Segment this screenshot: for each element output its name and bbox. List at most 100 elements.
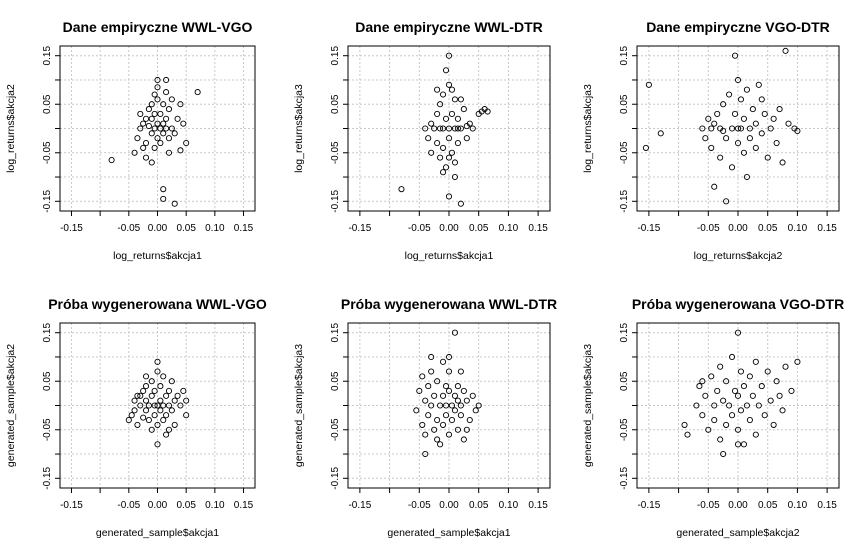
scatter-point	[457, 412, 464, 419]
scatter-point	[705, 426, 712, 433]
scatter-point	[142, 154, 150, 161]
scatter-point	[720, 101, 727, 108]
scatter-point	[165, 149, 173, 156]
scatter-point	[140, 144, 147, 151]
scatter-point	[743, 402, 750, 409]
scatter-point	[749, 392, 756, 399]
scatter-point	[758, 383, 765, 390]
scatter-point	[720, 127, 727, 134]
x-tick-label: 0.15	[528, 223, 548, 234]
scatter-point	[148, 115, 155, 122]
scatter-point	[148, 426, 155, 433]
y-tick-label: 0.15	[42, 46, 53, 66]
scatter-point	[165, 135, 173, 142]
scatter-point	[174, 115, 181, 122]
scatter-point	[451, 173, 458, 181]
x-tick-label: 0.10	[205, 500, 225, 511]
scatter-point	[137, 125, 144, 132]
scatter-point	[451, 96, 458, 103]
scatter-point	[445, 125, 453, 132]
scatter-point	[737, 125, 745, 132]
scatter-point	[154, 120, 161, 127]
scatter-point	[708, 144, 715, 151]
scatter-point	[657, 130, 664, 137]
scatter-point	[752, 120, 759, 127]
scatter-point	[442, 115, 450, 122]
y-tick-label: -0.05	[619, 141, 630, 164]
scatter-point	[746, 125, 753, 132]
scatter-point	[714, 387, 721, 394]
scatter-point	[440, 358, 447, 365]
scatter-point	[729, 164, 736, 171]
x-tick-label: 0.15	[817, 500, 837, 511]
scatter-point	[442, 67, 450, 74]
y-tick-label: 0.05	[619, 371, 630, 391]
y-tick-label: 0.05	[42, 371, 53, 391]
scatter-point	[445, 387, 453, 394]
x-tick-label: 0.15	[528, 500, 548, 511]
x-tick-label: 0.05	[469, 500, 489, 511]
scatter-point	[782, 47, 789, 54]
scatter-point	[154, 368, 161, 375]
scatter-point	[148, 130, 155, 137]
scatter-point	[761, 110, 768, 117]
x-axis-label: log_returns$akcja1	[405, 250, 494, 262]
x-tick-label: -0.05	[408, 500, 431, 511]
scatter-point	[776, 106, 783, 113]
scatter-point	[717, 363, 724, 370]
scatter-point	[171, 397, 178, 404]
scatter-point	[475, 402, 482, 409]
scatter-point	[160, 186, 167, 193]
scatter-point	[752, 144, 759, 151]
scatter-point	[734, 426, 742, 433]
x-tick-label: 0.00	[148, 223, 168, 234]
scatter-point	[788, 387, 795, 394]
scatter-point	[422, 397, 429, 404]
scatter-point	[767, 397, 774, 404]
scatter-point	[425, 135, 432, 142]
y-tick-label: 0.05	[330, 94, 341, 114]
scatter-panel-6: -0.15 -0.05 0.00 0.05 0.10 0.15 -0.15 -0.05 0.05…	[582, 296, 844, 539]
scatter-point	[157, 140, 164, 147]
scatter-point	[764, 154, 771, 161]
scatter-point	[791, 125, 798, 132]
scatter-point	[457, 402, 464, 409]
scatter-point	[445, 193, 453, 200]
scatter-point	[154, 358, 161, 365]
y-tick-label: -0.05	[42, 141, 53, 164]
scatter-point	[183, 140, 190, 147]
scatter-point	[157, 125, 164, 132]
scatter-point	[422, 125, 429, 132]
scatter-point	[431, 426, 438, 433]
scatter-point	[154, 84, 161, 91]
scatter-point	[157, 397, 164, 404]
x-axis-label: generated_sample$akcja2	[676, 527, 799, 539]
y-tick-label: -0.15	[42, 466, 53, 489]
scatter-point	[729, 353, 736, 361]
scatter-point	[163, 431, 170, 438]
scatter-point	[151, 412, 158, 419]
scatter-point	[699, 125, 706, 132]
scatter-point	[779, 407, 786, 414]
scatter-point	[163, 412, 170, 419]
scatter-point	[428, 368, 435, 375]
scatter-point	[445, 135, 453, 142]
scatter-point	[177, 402, 184, 409]
scatter-point	[699, 412, 706, 419]
scatter-point	[171, 421, 178, 428]
scatter-point	[761, 412, 768, 419]
scatter-point	[767, 125, 774, 132]
scatter-point	[131, 149, 138, 156]
x-tick-label: 0.10	[788, 500, 808, 511]
y-axis-label: generated_sample$akcja3	[293, 344, 305, 467]
scatter-point	[737, 96, 745, 103]
y-tick-label: -0.05	[330, 418, 341, 441]
scatter-point	[463, 123, 470, 130]
scatter-point	[142, 140, 150, 147]
scatter-point	[440, 169, 447, 176]
scatter-point	[145, 417, 152, 424]
scatter-point	[434, 378, 441, 385]
scatter-point	[145, 123, 152, 130]
scatter-point	[779, 159, 786, 166]
scatter-point	[737, 407, 745, 414]
